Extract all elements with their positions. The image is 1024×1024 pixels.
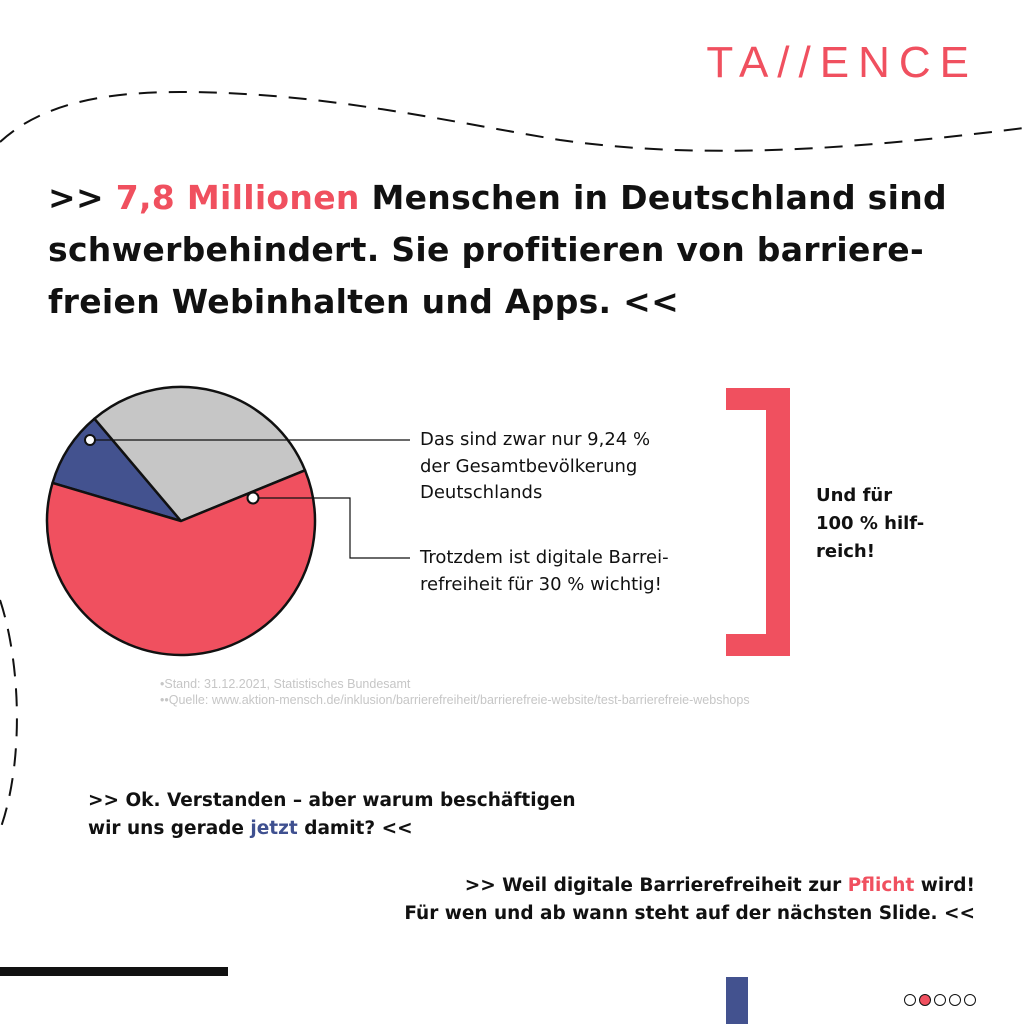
annotation-line: refreiheit für 30 % wichtig!	[420, 573, 662, 595]
blue-bar	[726, 977, 748, 1024]
annotation-line: Das sind zwar nur 9,24 %	[420, 429, 651, 450]
side-note-line: Und für	[816, 485, 893, 506]
answer-text: >> Weil digitale Barrierefreiheit zur Pf…	[404, 872, 975, 928]
answer-emphasis: Pflicht	[847, 875, 915, 896]
annotation-line: Trotzdem ist digitale Barrei-	[420, 547, 669, 568]
headline-line3: freien Webinhalten und Apps. <<	[48, 282, 680, 321]
footnotes: •Stand: 31.12.2021, Statistisches Bundes…	[160, 676, 750, 708]
pie-slice-3	[45, 469, 317, 657]
question-emphasis: jetzt	[250, 818, 298, 839]
pagination-dot	[919, 994, 931, 1006]
headline-highlight: 7,8 Millionen	[115, 178, 360, 217]
dashed-curve-top	[0, 90, 1024, 152]
answer-line1-end: wird!	[914, 875, 975, 896]
callout-marker-2	[246, 491, 260, 505]
pagination-dot	[904, 994, 916, 1006]
headline-line1: Menschen in Deutschland sind	[359, 178, 947, 217]
bracket	[726, 388, 790, 656]
question-line1: >> Ok. Verstanden – aber warum beschäfti…	[88, 790, 576, 811]
side-note: Und für 100 % hilf- reich!	[816, 482, 924, 566]
pagination-dot	[949, 994, 961, 1006]
side-note-line: reich!	[816, 541, 875, 562]
logo: TA//ENCE	[706, 38, 978, 87]
annotation-1: Das sind zwar nur 9,24 % der Gesamtbevöl…	[420, 427, 650, 507]
pie-slice-1	[51, 417, 183, 523]
footnote-stand: •Stand: 31.12.2021, Statistisches Bundes…	[160, 677, 411, 691]
callout-marker-1	[84, 434, 96, 446]
answer-line2: Für wen und ab wann steht auf der nächst…	[404, 903, 975, 924]
dashed-curve-left	[0, 599, 18, 831]
question-line2-end: damit? <<	[297, 818, 413, 839]
pagination	[904, 994, 976, 1006]
callout-line-2	[253, 497, 410, 559]
footnote-source: ••Quelle: www.aktion-mensch.de/inklusion…	[160, 693, 750, 707]
headline-prefix: >>	[48, 178, 116, 217]
annotation-line: Deutschlands	[420, 482, 543, 503]
annotation-2: Trotzdem ist digitale Barrei- refreiheit…	[420, 545, 669, 598]
pie-slice-2	[93, 385, 307, 523]
black-bar	[0, 967, 228, 976]
question-text: >> Ok. Verstanden – aber warum beschäfti…	[88, 787, 576, 843]
annotation-line: der Gesamtbevölkerung	[420, 455, 638, 477]
headline: >> 7,8 Millionen Menschen in Deutschland…	[48, 172, 1008, 328]
pagination-dot	[964, 994, 976, 1006]
pagination-dot	[934, 994, 946, 1006]
question-line2: wir uns gerade	[88, 818, 251, 839]
side-note-line: 100 % hilf-	[816, 513, 925, 534]
pie-chart	[45, 385, 317, 657]
headline-line2: schwerbehindert. Sie profitieren von bar…	[48, 230, 924, 269]
answer-line1: >> Weil digitale Barrierefreiheit zur	[464, 875, 848, 896]
